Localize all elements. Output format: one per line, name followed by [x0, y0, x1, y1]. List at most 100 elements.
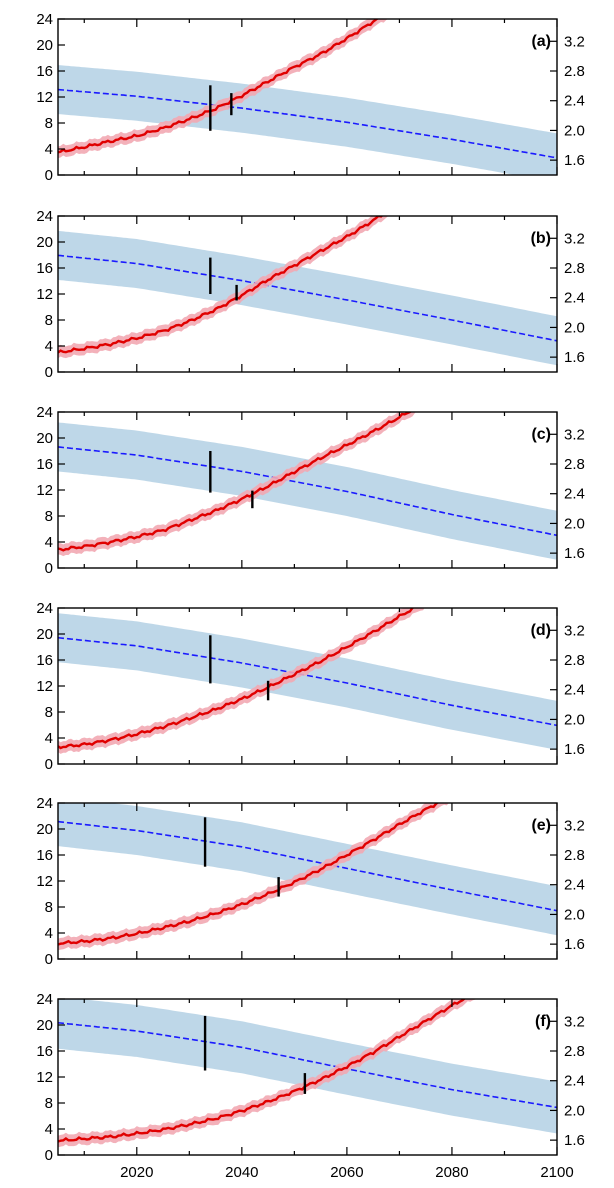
red-series-line: [58, 216, 384, 354]
panel-label: (a): [531, 33, 551, 50]
red-series-line: [58, 999, 466, 1143]
left-tick-label: 20: [36, 626, 53, 643]
left-tick-label: 12: [36, 873, 53, 890]
right-tick-label: 2.8: [564, 847, 585, 864]
left-tick-label: 16: [36, 260, 53, 277]
right-tick-label: 2.4: [564, 682, 585, 699]
left-tick-label: 24: [36, 795, 53, 812]
panel-label: (d): [531, 622, 551, 639]
right-tick-label: 1.6: [564, 936, 585, 953]
left-tick-label: 16: [36, 652, 53, 669]
right-tick-label: 2.8: [564, 63, 585, 80]
blue-series-band: [58, 230, 557, 366]
blue-series-band: [58, 999, 557, 1134]
left-tick-label: 20: [36, 234, 53, 251]
right-tick-label: 2.8: [564, 1043, 585, 1060]
x-tick-label: 2020: [120, 1164, 153, 1181]
right-tick-label: 1.6: [564, 349, 585, 366]
left-tick-label: 16: [36, 847, 53, 864]
left-tick-label: 4: [45, 338, 53, 355]
left-tick-label: 24: [36, 991, 53, 1008]
right-tick-label: 1.6: [564, 741, 585, 758]
left-tick-label: 8: [45, 704, 53, 721]
right-tick-label: 2.4: [564, 290, 585, 307]
left-tick-label: 0: [45, 1147, 53, 1164]
left-tick-label: 0: [45, 756, 53, 773]
right-tick-label: 2.8: [564, 652, 585, 669]
left-tick-label: 12: [36, 1069, 53, 1086]
panel-label: (c): [531, 426, 551, 443]
right-tick-label: 2.0: [564, 711, 585, 728]
panel-d: 0 4 8 12 16 20 24 1.6 2.0 2.4 2.8 3.2 (d): [36, 600, 585, 773]
left-tick-label: 8: [45, 312, 53, 329]
left-tick-label: 20: [36, 821, 53, 838]
panel-b: 0 4 8 12 16 20 24 1.6 2.0 2.4 2.8 3.2 (b): [36, 208, 585, 381]
right-tick-label: 3.2: [564, 230, 585, 247]
blue-series-band: [58, 65, 557, 175]
plot-area: [58, 412, 557, 560]
left-tick-label: 4: [45, 141, 53, 158]
plot-area: [58, 19, 557, 175]
left-tick-label: 0: [45, 951, 53, 968]
blue-series-line: [58, 1022, 557, 1109]
left-tick-label: 24: [36, 11, 53, 28]
right-tick-label: 2.0: [564, 319, 585, 336]
panel-label: (e): [531, 817, 551, 834]
left-tick-label: 12: [36, 482, 53, 499]
right-tick-label: 2.4: [564, 486, 585, 503]
red-series-band: [58, 216, 389, 359]
left-tick-label: 4: [45, 534, 53, 551]
red-series-line: [58, 19, 379, 154]
x-tick-label: 2060: [330, 1164, 363, 1181]
left-tick-label: 16: [36, 1043, 53, 1060]
left-tick-label: 20: [36, 430, 53, 447]
right-tick-label: 1.6: [564, 545, 585, 562]
x-tick-label: 2040: [225, 1164, 258, 1181]
left-tick-label: 12: [36, 286, 53, 303]
left-tick-label: 8: [45, 899, 53, 916]
panel-label: (b): [531, 230, 551, 247]
left-tick-label: 20: [36, 1017, 53, 1034]
panel-label: (f): [535, 1013, 551, 1030]
panel-c: 0 4 8 12 16 20 24 1.6 2.0 2.4 2.8 3.2 (c): [36, 404, 585, 577]
left-tick-label: 4: [45, 1121, 53, 1138]
blue-series-line: [58, 446, 557, 537]
right-tick-label: 3.2: [564, 1013, 585, 1030]
left-tick-label: 16: [36, 63, 53, 80]
left-tick-label: 12: [36, 678, 53, 695]
left-tick-label: 24: [36, 404, 53, 421]
blue-series-line: [58, 636, 557, 727]
red-series-line: [58, 412, 413, 552]
red-series-band: [58, 999, 477, 1148]
left-tick-label: 16: [36, 456, 53, 473]
right-tick-label: 3.2: [564, 426, 585, 443]
right-tick-label: 2.0: [564, 1102, 585, 1119]
blue-series-band: [58, 613, 557, 750]
left-tick-label: 0: [45, 167, 53, 184]
blue-series-band: [58, 422, 557, 560]
blue-series-line: [58, 88, 557, 159]
left-tick-label: 8: [45, 1095, 53, 1112]
right-tick-label: 2.0: [564, 122, 585, 139]
left-tick-label: 4: [45, 925, 53, 942]
left-tick-label: 24: [36, 600, 53, 617]
panel-e: 0 4 8 12 16 20 24 1.6 2.0 2.4 2.8 3.2 (e): [36, 795, 585, 968]
right-tick-label: 2.4: [564, 93, 585, 110]
left-tick-label: 20: [36, 37, 53, 54]
left-tick-label: 8: [45, 115, 53, 132]
panel-f: 0 4 8 12 16 20 24 1.6 2.0 2.4 2.8 3.2 (f) 2020 2040 206…: [36, 991, 585, 1181]
right-tick-label: 2.8: [564, 260, 585, 277]
left-tick-label: 8: [45, 508, 53, 525]
right-tick-label: 2.0: [564, 515, 585, 532]
plot-area: [58, 216, 557, 366]
left-tick-label: 24: [36, 208, 53, 225]
blue-series-band: [58, 803, 557, 936]
right-tick-label: 2.0: [564, 906, 585, 923]
blue-series-line: [58, 820, 557, 912]
red-series-line: [58, 608, 416, 750]
plot-area: [58, 999, 557, 1148]
right-tick-label: 1.6: [564, 152, 585, 169]
plot-area: [58, 803, 557, 951]
right-tick-label: 3.2: [564, 622, 585, 639]
